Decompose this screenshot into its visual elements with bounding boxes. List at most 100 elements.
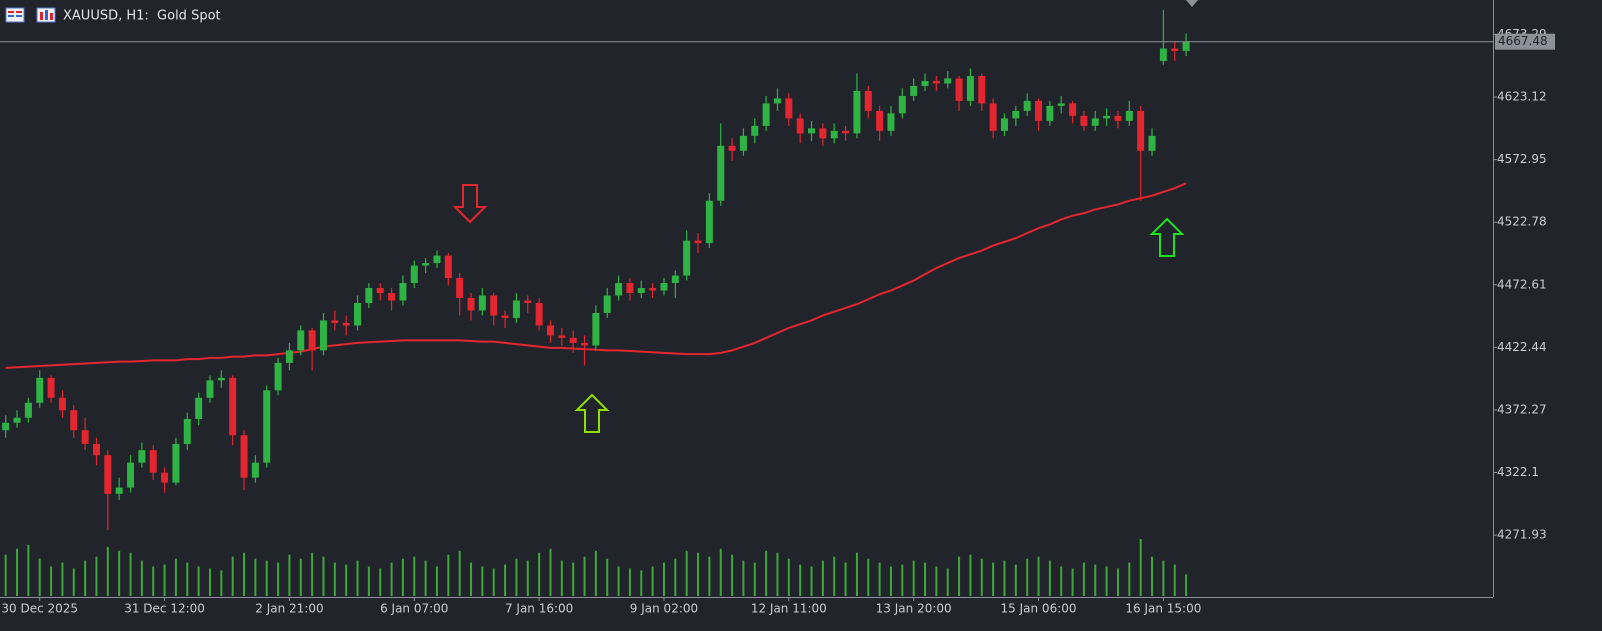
x-tick-label: 12 Jan 11:00 xyxy=(751,602,827,616)
candle-body xyxy=(229,377,237,436)
chart-icon xyxy=(5,7,56,23)
candle-body xyxy=(240,435,248,478)
candle-body xyxy=(297,330,305,351)
candle-body xyxy=(274,362,282,391)
volume-bar xyxy=(958,556,961,596)
candle-body xyxy=(796,118,804,134)
candle-body xyxy=(433,255,441,264)
volume-bar xyxy=(322,556,325,596)
candle-body xyxy=(127,462,135,488)
candle-body xyxy=(115,487,123,494)
volume-bar xyxy=(470,562,473,596)
candle-body xyxy=(910,85,918,96)
volume-bar xyxy=(867,558,870,596)
candle-body xyxy=(808,128,816,134)
candle-body xyxy=(92,443,100,456)
candle-body xyxy=(444,255,452,279)
volume-bar xyxy=(901,564,904,596)
candle-body xyxy=(1035,100,1043,121)
volume-bar xyxy=(379,568,382,596)
candle-body xyxy=(2,422,10,431)
last-price-box xyxy=(1495,33,1555,50)
candle-body xyxy=(388,293,396,301)
candle-body xyxy=(206,380,214,398)
volume-bar xyxy=(16,548,19,596)
volume-bar xyxy=(356,560,359,596)
volume-bar xyxy=(708,556,711,596)
x-tick-label: 16 Jan 15:00 xyxy=(1125,602,1201,616)
volume-bar xyxy=(50,566,53,596)
candle-body xyxy=(285,350,293,363)
candle-body xyxy=(637,288,645,294)
candle-body xyxy=(1012,110,1020,119)
volume-bar xyxy=(197,566,200,596)
candle-body xyxy=(217,377,225,381)
volume-bar xyxy=(1185,574,1188,596)
candle-body xyxy=(853,90,861,134)
candle-body xyxy=(149,450,157,473)
volume-bar xyxy=(72,568,75,596)
volume-bar xyxy=(333,562,336,596)
volume-bar xyxy=(174,558,177,596)
buy-arrow xyxy=(574,393,610,433)
volume-bar xyxy=(390,562,393,596)
volume-bar xyxy=(231,556,234,596)
candle-body xyxy=(1125,110,1133,121)
candle-body xyxy=(683,240,691,276)
candle-body xyxy=(626,283,634,294)
volume-bar xyxy=(4,554,7,596)
volume-bar xyxy=(458,550,461,596)
volume-bar xyxy=(243,552,246,596)
candle-body xyxy=(70,410,78,431)
volume-bar xyxy=(935,566,938,596)
volume-bar xyxy=(640,570,643,596)
volume-bar xyxy=(719,548,722,596)
candle-body xyxy=(308,330,316,351)
candle-body xyxy=(558,335,566,338)
volume-bar xyxy=(549,548,552,596)
volume-bar xyxy=(674,558,677,596)
volume-bar xyxy=(946,568,949,596)
candle-body xyxy=(172,443,180,483)
volume-bar xyxy=(969,554,972,596)
volume-bar xyxy=(787,558,790,596)
candle-body xyxy=(1148,135,1156,151)
volume-bar xyxy=(367,566,370,596)
volume-bar xyxy=(1116,568,1119,596)
volume-bar xyxy=(447,554,450,596)
volume-bar xyxy=(1094,564,1097,596)
volume-bar xyxy=(1026,558,1029,596)
candle-body xyxy=(955,78,963,101)
volume-bar xyxy=(583,556,586,596)
volume-bar xyxy=(27,544,30,596)
volume-bar xyxy=(481,566,484,596)
candle-body xyxy=(1159,48,1167,61)
candle-body xyxy=(660,283,668,291)
candle-body xyxy=(921,80,929,86)
volume-bar xyxy=(163,564,166,596)
candle-body xyxy=(1046,105,1054,121)
volume-bar xyxy=(697,552,700,596)
candle-body xyxy=(263,390,271,463)
candle-body xyxy=(422,263,430,266)
last-price-label: 4667.48 xyxy=(1498,34,1548,48)
volume-bar xyxy=(765,550,768,596)
volume-bar xyxy=(855,552,858,596)
volume-bar xyxy=(662,562,665,596)
candle-body xyxy=(13,417,21,423)
volume-bar xyxy=(889,566,892,596)
volume-bar xyxy=(492,568,495,596)
volume-bar xyxy=(1071,568,1074,596)
volume-bar xyxy=(606,558,609,596)
y-tick-label: 4472.61 xyxy=(1497,277,1547,291)
buy-arrow xyxy=(1149,217,1185,257)
candle-body xyxy=(24,402,32,418)
candle-body xyxy=(490,295,498,316)
candle-body xyxy=(501,315,509,318)
candle-body xyxy=(1171,48,1179,52)
volume-bar xyxy=(515,558,518,596)
candle-body xyxy=(183,418,191,444)
volume-bar xyxy=(401,558,404,596)
